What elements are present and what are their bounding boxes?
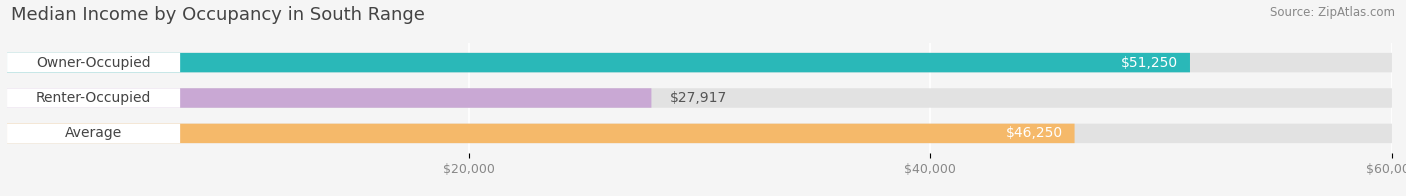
- Text: Renter-Occupied: Renter-Occupied: [37, 91, 152, 105]
- Text: $46,250: $46,250: [1005, 126, 1063, 140]
- FancyBboxPatch shape: [7, 88, 651, 108]
- Text: Owner-Occupied: Owner-Occupied: [37, 56, 150, 70]
- Text: Source: ZipAtlas.com: Source: ZipAtlas.com: [1270, 6, 1395, 19]
- FancyBboxPatch shape: [7, 124, 1392, 143]
- Text: Average: Average: [65, 126, 122, 140]
- FancyBboxPatch shape: [7, 88, 180, 108]
- Text: $51,250: $51,250: [1122, 56, 1178, 70]
- Text: $27,917: $27,917: [669, 91, 727, 105]
- Text: Median Income by Occupancy in South Range: Median Income by Occupancy in South Rang…: [11, 6, 425, 24]
- FancyBboxPatch shape: [7, 88, 1392, 108]
- FancyBboxPatch shape: [7, 53, 180, 72]
- FancyBboxPatch shape: [7, 124, 1074, 143]
- FancyBboxPatch shape: [7, 53, 1189, 72]
- FancyBboxPatch shape: [7, 124, 180, 143]
- FancyBboxPatch shape: [7, 53, 1392, 72]
